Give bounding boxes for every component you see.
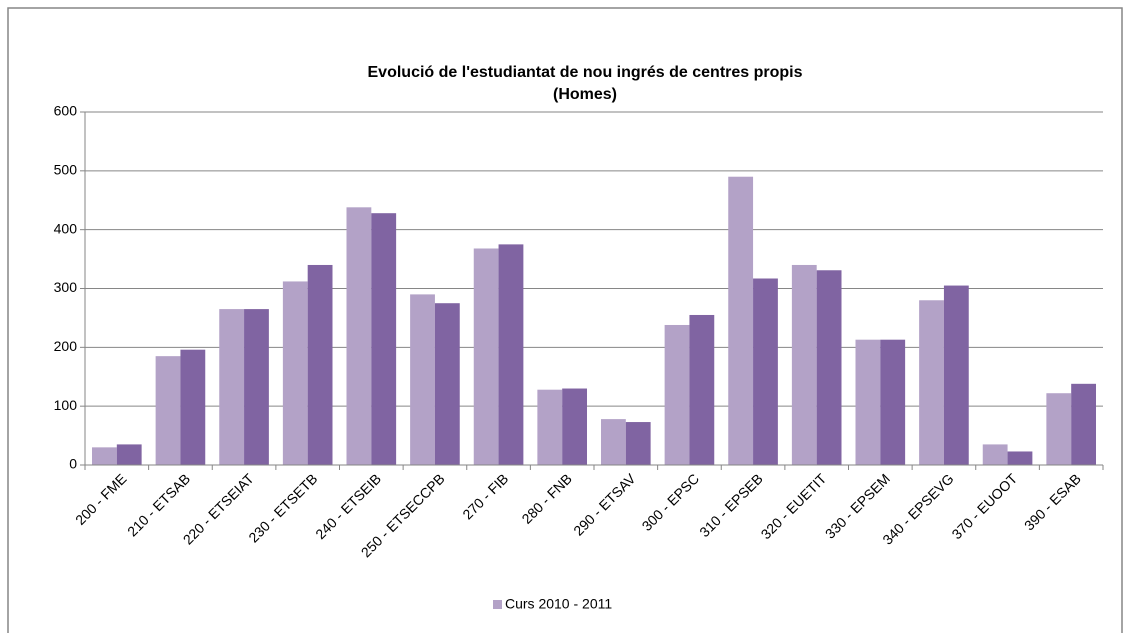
bar [816,270,842,465]
bar [155,356,181,465]
bar [562,388,588,465]
bar [791,264,817,465]
bar [943,285,969,465]
chart-title: Evolució de l'estudiantat de nou ingrés … [368,64,803,81]
y-tick-label: 400 [54,220,78,236]
bar [371,213,397,465]
legend-swatch [493,600,502,609]
bar [689,314,715,465]
bar [537,389,563,465]
bar [982,444,1008,465]
chart-subtitle: (Homes) [553,86,617,103]
y-tick-label: 0 [69,456,77,472]
legend-label: Curs 2010 - 2011 [505,596,612,612]
bar [307,264,333,465]
y-tick-label: 500 [54,162,78,178]
bar [244,309,269,465]
bar [1046,393,1072,465]
bar [664,324,690,465]
bar [410,294,435,465]
bar [753,278,778,465]
y-tick-label: 300 [54,279,78,295]
bar [91,447,117,465]
bar [600,419,626,465]
bar [219,309,245,465]
y-tick-label: 600 [54,103,78,119]
bar [880,339,906,465]
bar [346,207,372,465]
bar [180,349,206,465]
bar [728,176,754,465]
bar [116,444,142,465]
y-tick-label: 200 [54,338,78,354]
bar [434,303,460,465]
bar [625,422,651,465]
bar [1007,451,1033,465]
bar [498,244,524,465]
bar [855,339,881,465]
bar [1071,383,1097,465]
bar [919,300,944,465]
bar [282,281,308,465]
y-tick-label: 100 [54,397,78,413]
bar [473,248,499,465]
